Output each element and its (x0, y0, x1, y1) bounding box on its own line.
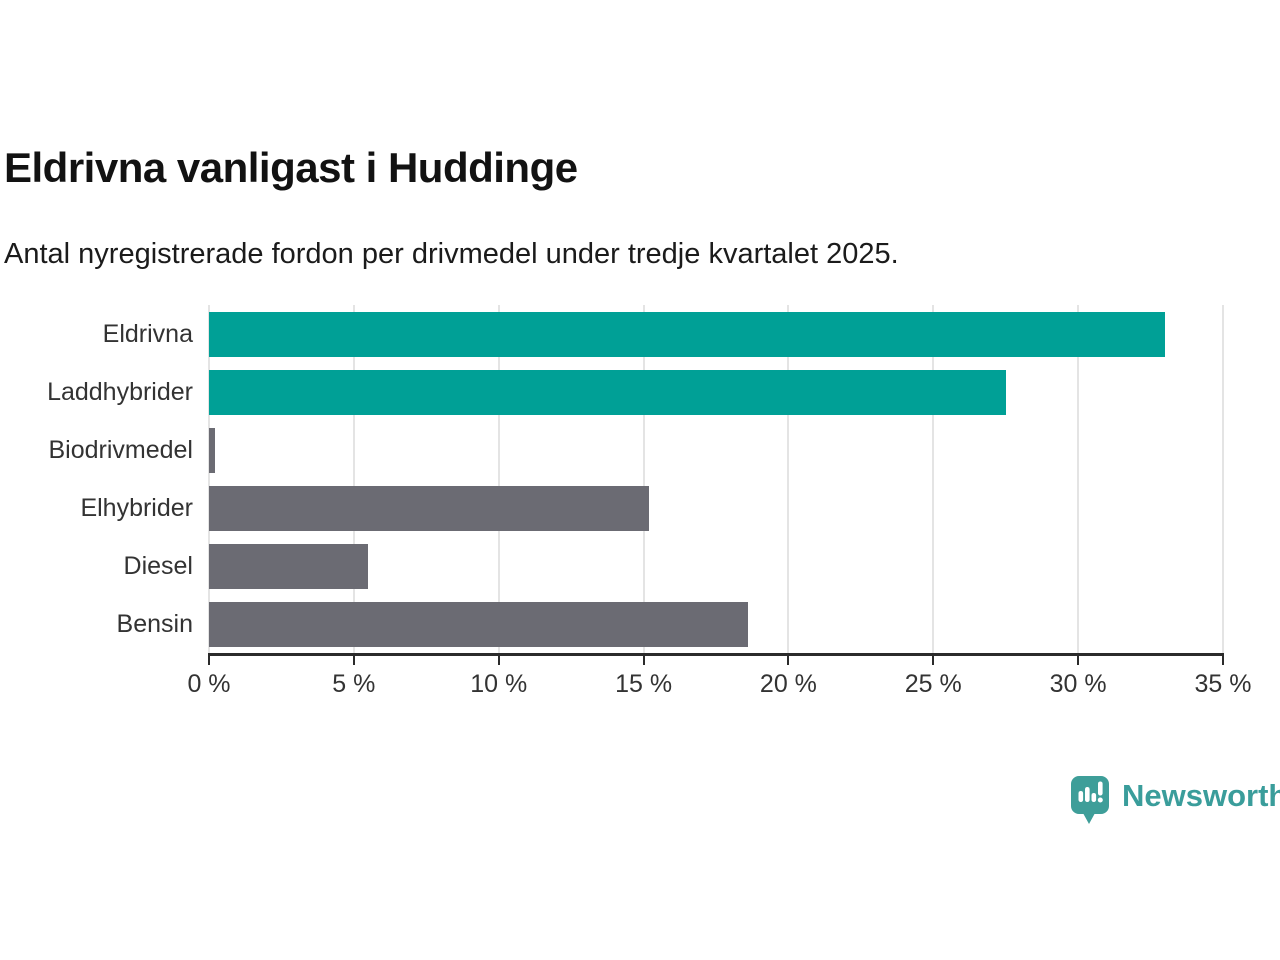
x-tick-label: 5 % (332, 670, 376, 698)
chart-title: Eldrivna vanligast i Huddinge (4, 144, 578, 191)
category-label: Eldrivna (102, 320, 193, 348)
gridline (787, 305, 790, 653)
plot-area (208, 305, 1224, 653)
x-axis-line (208, 653, 1224, 656)
newsworthy-logo-text: Newsworthy (1122, 778, 1280, 813)
category-label: Bensin (116, 610, 193, 638)
x-tick (642, 656, 645, 665)
newsworthy-speech-bubble-bar-chart-icon (1071, 776, 1109, 824)
x-tick (352, 656, 355, 665)
category-label: Elhybrider (80, 494, 193, 522)
x-tick (497, 656, 500, 665)
bar-biodrivmedel (209, 428, 215, 473)
bar-elhybrider (209, 486, 650, 531)
bar-diesel (209, 544, 369, 589)
x-tick (208, 656, 210, 665)
x-tick-label: 20 % (759, 670, 817, 698)
bar-bensin (209, 602, 748, 647)
gridline (1222, 305, 1224, 653)
category-axis: Eldrivna Laddhybrider Biodrivmedel Elhybrid… (0, 305, 193, 653)
x-tick (1222, 656, 1224, 665)
x-tick (787, 656, 790, 665)
bar-eldrivna (209, 312, 1166, 357)
x-tick (932, 656, 935, 665)
gridline (1077, 305, 1080, 653)
bar-laddhybrider (209, 370, 1006, 415)
newsworthy-logo[interactable]: Newsworthy (1070, 775, 1280, 829)
gridline (352, 305, 355, 653)
gridline (932, 305, 935, 653)
x-tick-label: 30 % (1049, 670, 1107, 698)
gridline (208, 305, 210, 653)
gridline (497, 305, 500, 653)
gridline (642, 305, 645, 653)
x-tick-label: 10 % (470, 670, 528, 698)
chart-subtitle: Antal nyregistrerade fordon per drivmede… (4, 238, 899, 270)
x-tick-label: 25 % (904, 670, 962, 698)
x-tick-label: 35 % (1194, 670, 1252, 698)
x-tick-label: 0 % (187, 670, 231, 698)
category-label: Laddhybrider (47, 378, 193, 406)
category-label: Biodrivmedel (48, 436, 193, 464)
bar-chart: Eldrivna Laddhybrider Biodrivmedel Elhybrid… (0, 290, 1280, 710)
x-tick (1077, 656, 1080, 665)
category-label: Diesel (123, 552, 193, 580)
x-tick-label: 15 % (615, 670, 673, 698)
